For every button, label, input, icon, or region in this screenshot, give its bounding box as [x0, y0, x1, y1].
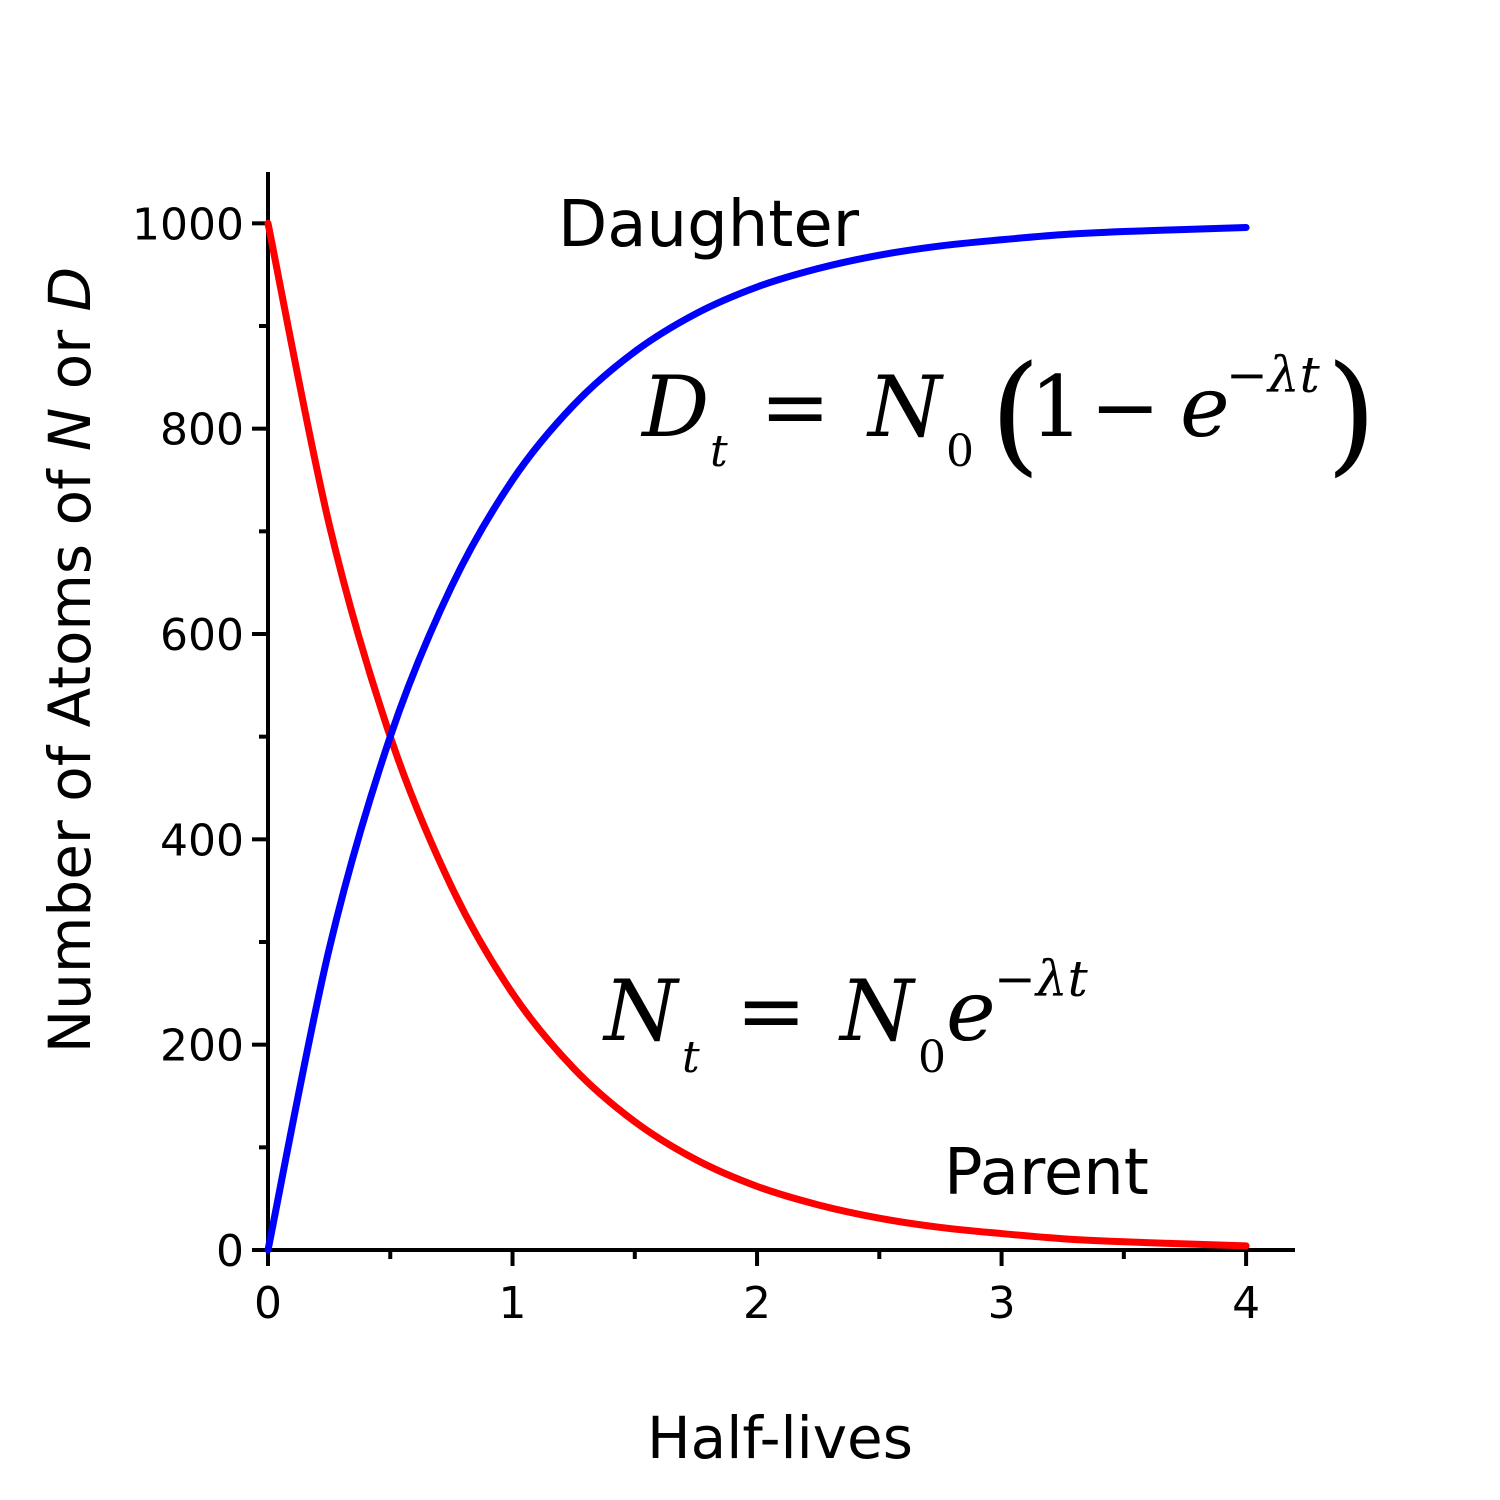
series-lines	[264, 219, 1250, 1254]
svg-text:−: −	[1090, 358, 1160, 456]
svg-text:N: N	[838, 962, 916, 1060]
y-axis-title-d: D	[36, 267, 104, 312]
y-tick-label: 600	[160, 610, 244, 661]
svg-text:t: t	[710, 426, 728, 477]
y-axis-title-part-2: or	[36, 311, 104, 407]
series-label-parent: Parent	[944, 1136, 1149, 1210]
svg-text:e: e	[1180, 358, 1230, 456]
y-tick-label: 1000	[132, 199, 244, 250]
svg-text:N: N	[866, 358, 944, 456]
y-axis-title: Number of Atoms of N or D	[36, 267, 104, 1053]
series-line-daughter	[264, 223, 1250, 1254]
y-axis-title-n: N	[36, 408, 104, 451]
series-label-daughter: Daughter	[558, 188, 860, 262]
y-tick-label: 0	[216, 1226, 244, 1277]
svg-text:0: 0	[918, 1032, 946, 1083]
series-line-parent	[264, 219, 1250, 1250]
x-tick-label: 1	[499, 1278, 527, 1329]
svg-text:−λt: −λt	[994, 950, 1089, 1008]
svg-text:−λt: −λt	[1226, 346, 1321, 404]
x-tick-label: 0	[254, 1278, 282, 1329]
y-tick-label: 200	[160, 1021, 244, 1072]
x-axis-title: Half-lives	[647, 1404, 913, 1472]
svg-text:=: =	[760, 358, 830, 456]
svg-text:0: 0	[946, 426, 974, 477]
y-tick-label: 800	[160, 405, 244, 456]
svg-text:N: N	[602, 962, 680, 1060]
x-tick-label: 4	[1232, 1278, 1260, 1329]
y-axis-title-part-1: Number of Atoms of	[36, 451, 104, 1053]
svg-text:t: t	[682, 1032, 700, 1083]
parent-equation: N t = N 0 e −λt	[602, 950, 1089, 1083]
x-tick-label: 2	[743, 1278, 771, 1329]
x-tick-label: 3	[988, 1278, 1016, 1329]
svg-text:e: e	[946, 962, 996, 1060]
y-tick-label: 400	[160, 815, 244, 866]
svg-text:(: (	[990, 337, 1041, 489]
svg-text:=: =	[736, 962, 806, 1060]
svg-text:1: 1	[1030, 358, 1083, 456]
daughter-equation: D t = N 0 ( 1 − e −λt )	[640, 337, 1377, 489]
axes: 0 1 2 3 4 0 200 400 600 800 1000	[132, 172, 1295, 1329]
svg-text:D: D	[640, 358, 709, 456]
svg-text:): )	[1326, 337, 1377, 489]
